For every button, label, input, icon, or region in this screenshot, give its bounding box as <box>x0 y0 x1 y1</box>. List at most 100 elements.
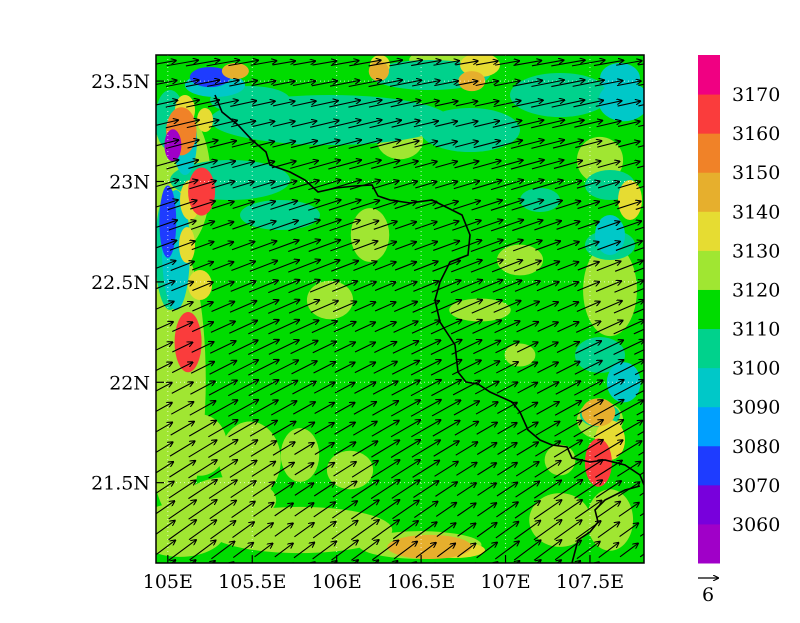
wind-arrow <box>594 81 623 87</box>
wind-arrow <box>554 401 581 416</box>
wind-arrow <box>231 141 255 148</box>
wind-arrow <box>389 60 422 67</box>
wind-arrow <box>249 261 277 272</box>
wind-arrow <box>617 462 640 477</box>
contour-patch <box>618 180 642 220</box>
wind-arrow <box>634 349 644 355</box>
wind-arrow <box>314 443 334 455</box>
wind-arrow <box>309 280 339 293</box>
wind-arrow <box>393 321 418 333</box>
wind-arrow <box>394 262 416 271</box>
wind-arrow <box>308 160 340 170</box>
wind-arrow <box>453 401 479 416</box>
wind-arrow <box>531 80 564 88</box>
wind-arrow <box>475 402 498 415</box>
wind-arrow <box>273 463 294 476</box>
wind-arrow <box>328 180 361 191</box>
wind-arrow <box>495 61 519 66</box>
wind-arrow <box>619 544 638 558</box>
wind-arrow <box>412 101 439 107</box>
x-axis: 105E 105.5E 106E 106.5E 107E 107.5E <box>143 555 624 593</box>
wind-arrow <box>533 540 561 561</box>
wind-arrow <box>188 440 217 458</box>
wind-arrow <box>171 402 193 415</box>
wind-arrow <box>496 483 517 497</box>
wind-arrow <box>228 420 258 438</box>
wind-arrow <box>450 280 482 294</box>
wind-arrow <box>414 502 437 519</box>
wind-arrow <box>156 120 178 126</box>
wind-arrow <box>414 161 437 169</box>
wind-arrow <box>165 100 199 108</box>
wind-arrow <box>433 61 458 66</box>
wind-arrow <box>312 522 335 539</box>
wind-arrow <box>531 60 564 67</box>
wind-arrow <box>369 120 402 129</box>
wind-arrow <box>308 240 340 252</box>
wind-arrow <box>491 240 522 252</box>
coast-line <box>571 485 641 563</box>
wind-arrow <box>517 403 538 415</box>
wind-arrow <box>190 221 214 230</box>
wind-arrow <box>329 220 360 232</box>
wind-arrow <box>230 481 256 498</box>
wind-arrow <box>492 280 522 293</box>
wind-arrow <box>474 382 498 395</box>
wind-arrow <box>288 280 320 294</box>
x-tick-label: 107E <box>480 571 530 593</box>
wind-arrow <box>410 360 441 376</box>
contour-blob <box>174 312 202 373</box>
wind-arrow <box>414 222 437 230</box>
wind-arrow <box>328 200 361 211</box>
wind-arrow <box>410 380 441 397</box>
wind-arrow <box>294 503 314 517</box>
wind-arrow <box>172 342 192 353</box>
wind-arrow <box>250 61 277 66</box>
contour-blob <box>606 362 641 403</box>
wind-arrow <box>391 480 420 499</box>
wind-arrow <box>455 101 478 107</box>
wind-arrow <box>230 101 256 107</box>
colorbar-swatch <box>698 367 720 408</box>
wind-arrow <box>390 100 421 108</box>
wind-arrow <box>208 460 238 479</box>
colorbar-label: 3060 <box>732 514 780 536</box>
wind-arrow <box>597 222 620 230</box>
wind-arrow <box>328 140 361 149</box>
wind-arrow <box>354 302 376 312</box>
wind-arrow <box>352 241 378 251</box>
wind-arrow <box>430 320 461 335</box>
wind-arrow <box>639 553 644 558</box>
wind-arrow <box>354 382 375 394</box>
wind-arrow <box>392 521 418 540</box>
wind-arrow <box>231 502 255 519</box>
wind-arrow <box>452 360 480 376</box>
wind-arrow <box>537 302 558 312</box>
wind-arrow <box>554 520 581 541</box>
wind-arrow <box>268 340 299 355</box>
wind-arrow <box>156 220 177 229</box>
wind-arrow <box>268 240 299 252</box>
colorbar-swatch <box>698 406 720 447</box>
wind-arrow <box>638 124 644 128</box>
wind-arrow <box>293 543 314 559</box>
wind-arrow <box>576 321 600 333</box>
contour-patch <box>510 73 610 117</box>
wind-arrow <box>553 480 582 500</box>
wind-arrow <box>168 481 196 499</box>
y-tick-label: 21.5N <box>91 473 150 495</box>
wind-arrow <box>556 221 580 230</box>
wind-arrow <box>531 140 564 149</box>
wind-arrow <box>431 400 460 417</box>
wind-arrow <box>474 121 499 128</box>
wind-arrow <box>639 532 644 537</box>
wind-arrow <box>494 81 519 87</box>
wind-arrow <box>349 60 380 67</box>
wind-arrow <box>348 140 382 149</box>
wind-arrow <box>597 161 620 169</box>
colorbar-swatch <box>698 328 720 369</box>
wind-arrow <box>290 141 317 149</box>
wind-arrow <box>228 440 257 458</box>
wind-arrow <box>166 160 198 170</box>
wind-arrow <box>156 180 178 188</box>
